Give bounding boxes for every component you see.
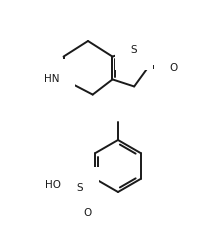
Text: O: O bbox=[84, 208, 92, 218]
Text: S: S bbox=[77, 183, 83, 193]
Text: HN: HN bbox=[44, 74, 60, 84]
Text: O: O bbox=[170, 63, 178, 73]
Text: S: S bbox=[131, 45, 137, 55]
Text: HO: HO bbox=[45, 180, 61, 190]
Text: O: O bbox=[68, 208, 76, 218]
